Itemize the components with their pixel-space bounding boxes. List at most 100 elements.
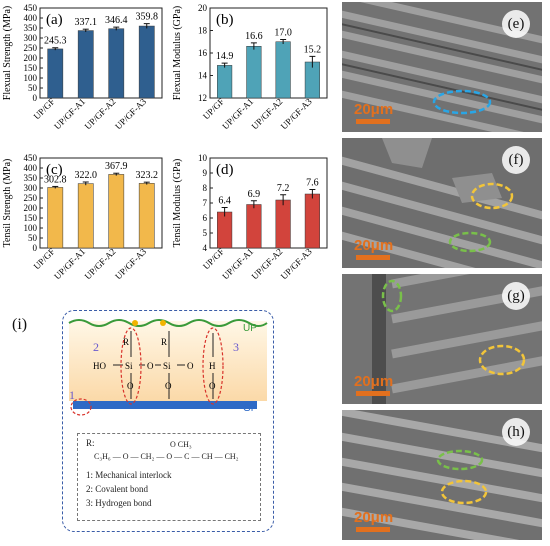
scale-bar xyxy=(356,391,390,396)
number-2: 2 xyxy=(93,340,99,354)
scale-bar xyxy=(356,119,390,124)
panel-label: (a) xyxy=(46,12,63,28)
legend-formula-top: O CH₃ xyxy=(170,440,192,449)
legend-item-3: 3: Hydrogen bond xyxy=(86,498,152,508)
y-tick-label: 14 xyxy=(198,71,208,81)
x-tick-label: UP/GF-A2 xyxy=(83,96,118,131)
bar xyxy=(77,183,94,249)
y-tick-label: 250 xyxy=(24,43,38,53)
gf-label: GF xyxy=(243,403,257,414)
y-tick-label: 250 xyxy=(24,193,38,203)
legend-item-2: 2: Covalent bond xyxy=(86,484,148,494)
si-label-right: Si xyxy=(163,361,171,371)
o-label-right: O xyxy=(187,361,194,371)
bar xyxy=(47,48,64,99)
y-tick-label: 350 xyxy=(24,173,38,183)
data-label: 245.3 xyxy=(44,36,67,47)
panel-label: (c) xyxy=(46,162,63,178)
sem-panel-label: (g) xyxy=(502,282,530,310)
y-tick-label: 7 xyxy=(203,198,208,208)
y-axis-label: Flexual Modulus (GPa) xyxy=(172,6,183,100)
x-tick-label: UP/GF-A1 xyxy=(52,96,87,131)
y-axis-label: Tensil Strength (MPa) xyxy=(2,159,13,248)
panel-label: (b) xyxy=(216,12,234,28)
x-tick-label: UP/GF-A3 xyxy=(113,96,148,131)
y-tick-label: 4 xyxy=(203,243,208,253)
legend-formula: C₃H₆ — O — CH₂ — O — C — CH — CH₂ xyxy=(94,452,239,461)
up-label: UP xyxy=(243,323,257,334)
tensile-strength-chart: (c) 0 50 100 150 200 250 300 350 400 450 Tensil Str… xyxy=(0,150,170,288)
schematic-panel-label: (i) xyxy=(12,316,28,333)
y-tick-label: 8 xyxy=(203,183,208,193)
plot-frame xyxy=(39,157,163,249)
bar xyxy=(217,211,233,249)
scale-bar-label: 20μm xyxy=(354,237,394,254)
y-tick-label: 50 xyxy=(28,83,38,93)
y-tick-label: 6 xyxy=(203,213,208,223)
y-tick-label: 50 xyxy=(28,233,38,243)
y-tick-label: 20 xyxy=(198,3,208,13)
bar xyxy=(138,183,155,249)
y-tick-label: 200 xyxy=(24,53,38,63)
panel-label: (d) xyxy=(216,162,234,178)
plot-frame xyxy=(39,7,163,99)
data-label: 337.1 xyxy=(75,17,98,28)
data-label: 322.0 xyxy=(75,170,98,181)
bar xyxy=(275,199,291,249)
data-label: 6.9 xyxy=(248,189,261,200)
data-label: 367.9 xyxy=(105,161,128,172)
data-label: 359.8 xyxy=(136,12,159,23)
o-label-bridge: O xyxy=(147,361,154,371)
scale-bar-label: 20μm xyxy=(354,373,394,390)
sem-image-f: (f) 20μm xyxy=(342,138,542,268)
bar xyxy=(304,193,320,249)
o-label-lower-right: O xyxy=(165,381,172,391)
scale-bar xyxy=(356,527,390,532)
number-3: 3 xyxy=(233,340,239,354)
x-tick-label: UP/GF-A1 xyxy=(52,246,87,281)
x-tick-label: UP/GF-A2 xyxy=(83,246,118,281)
legend-box: R: O CH₃ C₃H₆ — O — CH₂ — O — C — CH — C… xyxy=(77,433,261,521)
data-label: 323.2 xyxy=(136,170,159,181)
y-tick-label: 350 xyxy=(24,23,38,33)
r-label-right: R xyxy=(161,337,167,347)
scale-bar-label: 20μm xyxy=(354,101,394,118)
scale-bar xyxy=(356,255,390,260)
data-label: 7.2 xyxy=(277,183,290,194)
sem-image-g: (g) 20μm xyxy=(342,274,542,404)
x-tick-label: UP/GF-A3 xyxy=(113,246,148,281)
y-tick-label: 100 xyxy=(24,223,38,233)
y-tick-label: 16 xyxy=(198,48,208,58)
number-1: 1 xyxy=(69,388,75,402)
o-label-lower-left: O xyxy=(127,381,134,391)
y-axis-label: Flexual Strength (MPa) xyxy=(2,6,13,100)
legend-r-label: R: xyxy=(86,438,95,448)
flexural-modulus-chart: (b) 12 14 16 18 20 Flexual Modulus (GPa) 14.9 UP… xyxy=(170,0,335,138)
bar xyxy=(47,187,64,249)
y-tick-label: 100 xyxy=(24,73,38,83)
bar xyxy=(108,174,125,249)
data-label: 6.4 xyxy=(218,196,231,207)
h-label: H xyxy=(209,361,216,371)
data-label: 14.9 xyxy=(216,51,234,62)
bar xyxy=(246,204,262,249)
data-label: 15.2 xyxy=(304,44,322,55)
sem-image-h: (h) 20μm xyxy=(342,410,542,540)
bar xyxy=(246,46,262,99)
data-label: 302.8 xyxy=(44,174,67,185)
y-tick-label: 18 xyxy=(198,26,208,36)
y-tick-label: 300 xyxy=(24,33,38,43)
sem-panel-label: (h) xyxy=(502,418,530,446)
bar xyxy=(138,25,155,99)
y-tick-label: 0 xyxy=(33,243,38,253)
legend-item-1: 1: Mechanical interlock xyxy=(86,470,172,480)
tensile-modulus-chart: (d) 4 5 6 7 8 9 10 Tensil Modulus (GPa) 6.4 UP/GF 6… xyxy=(170,150,335,288)
y-tick-label: 450 xyxy=(24,153,38,163)
y-tick-label: 400 xyxy=(24,163,38,173)
y-tick-label: 0 xyxy=(33,93,38,103)
y-tick-label: 150 xyxy=(24,63,38,73)
o-label-lower-h: O xyxy=(209,381,216,391)
flexural-strength-chart: (a) 0 50 100 150 200 250 300 350 400 450 Flexual St… xyxy=(0,0,170,138)
data-label: 7.6 xyxy=(306,178,319,189)
scale-bar-label: 20μm xyxy=(354,509,394,526)
